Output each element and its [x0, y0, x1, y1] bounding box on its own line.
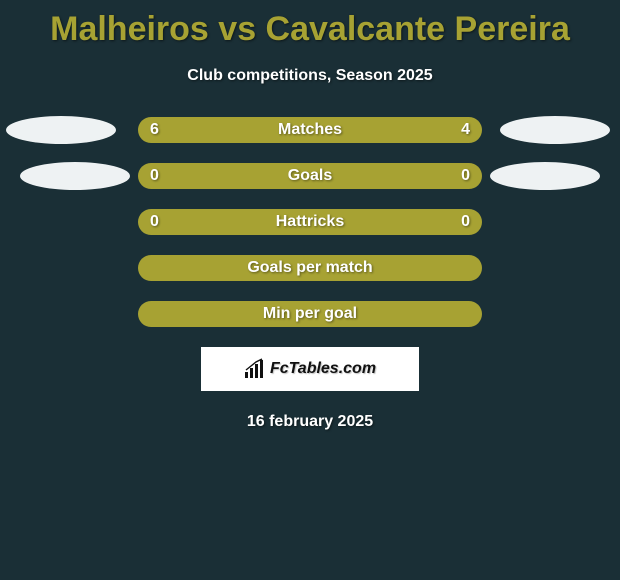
stat-row: 6 Matches 4 [0, 117, 620, 143]
stat-row: 0 Hattricks 0 [0, 209, 620, 235]
subtitle: Club competitions, Season 2025 [0, 67, 620, 85]
stat-bar: 0 Goals 0 [138, 163, 482, 189]
right-value: 0 [461, 167, 470, 185]
logo-box: FcTables.com [201, 347, 419, 391]
logo-text: FcTables.com [270, 360, 376, 378]
stat-label: Min per goal [263, 305, 357, 323]
stat-bar: 6 Matches 4 [138, 117, 482, 143]
stat-row: Min per goal [0, 301, 620, 327]
page-title: Malheiros vs Cavalcante Pereira [0, 0, 620, 49]
right-oval [490, 162, 600, 190]
right-value: 4 [461, 121, 470, 139]
date-text: 16 february 2025 [0, 413, 620, 431]
stat-rows: 6 Matches 4 0 Goals 0 0 Hattricks 0 Goals per mat… [0, 117, 620, 327]
left-value: 0 [150, 167, 159, 185]
stat-row: Goals per match [0, 255, 620, 281]
left-value: 0 [150, 213, 159, 231]
left-oval [6, 116, 116, 144]
right-value: 0 [461, 213, 470, 231]
stat-bar: Goals per match [138, 255, 482, 281]
stat-label: Hattricks [276, 213, 344, 231]
stat-row: 0 Goals 0 [0, 163, 620, 189]
stat-label: Goals [288, 167, 332, 185]
stat-label: Goals per match [247, 259, 372, 277]
left-oval [20, 162, 130, 190]
stat-bar: 0 Hattricks 0 [138, 209, 482, 235]
logo-chart-icon [244, 358, 266, 380]
stat-label: Matches [278, 121, 342, 139]
stat-bar: Min per goal [138, 301, 482, 327]
right-oval [500, 116, 610, 144]
left-value: 6 [150, 121, 159, 139]
